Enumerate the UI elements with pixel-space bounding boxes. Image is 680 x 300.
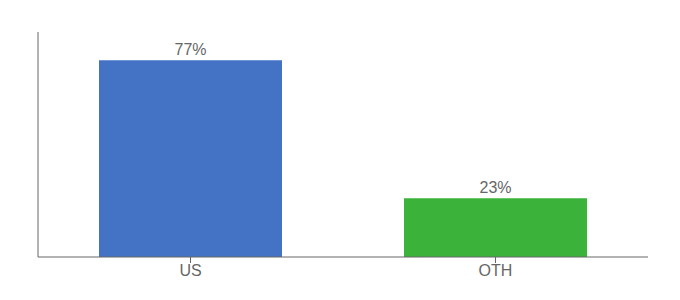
- svg-text:OTH: OTH: [479, 262, 513, 279]
- svg-text:US: US: [179, 262, 201, 279]
- svg-text:77%: 77%: [174, 41, 206, 58]
- svg-text:23%: 23%: [479, 179, 511, 196]
